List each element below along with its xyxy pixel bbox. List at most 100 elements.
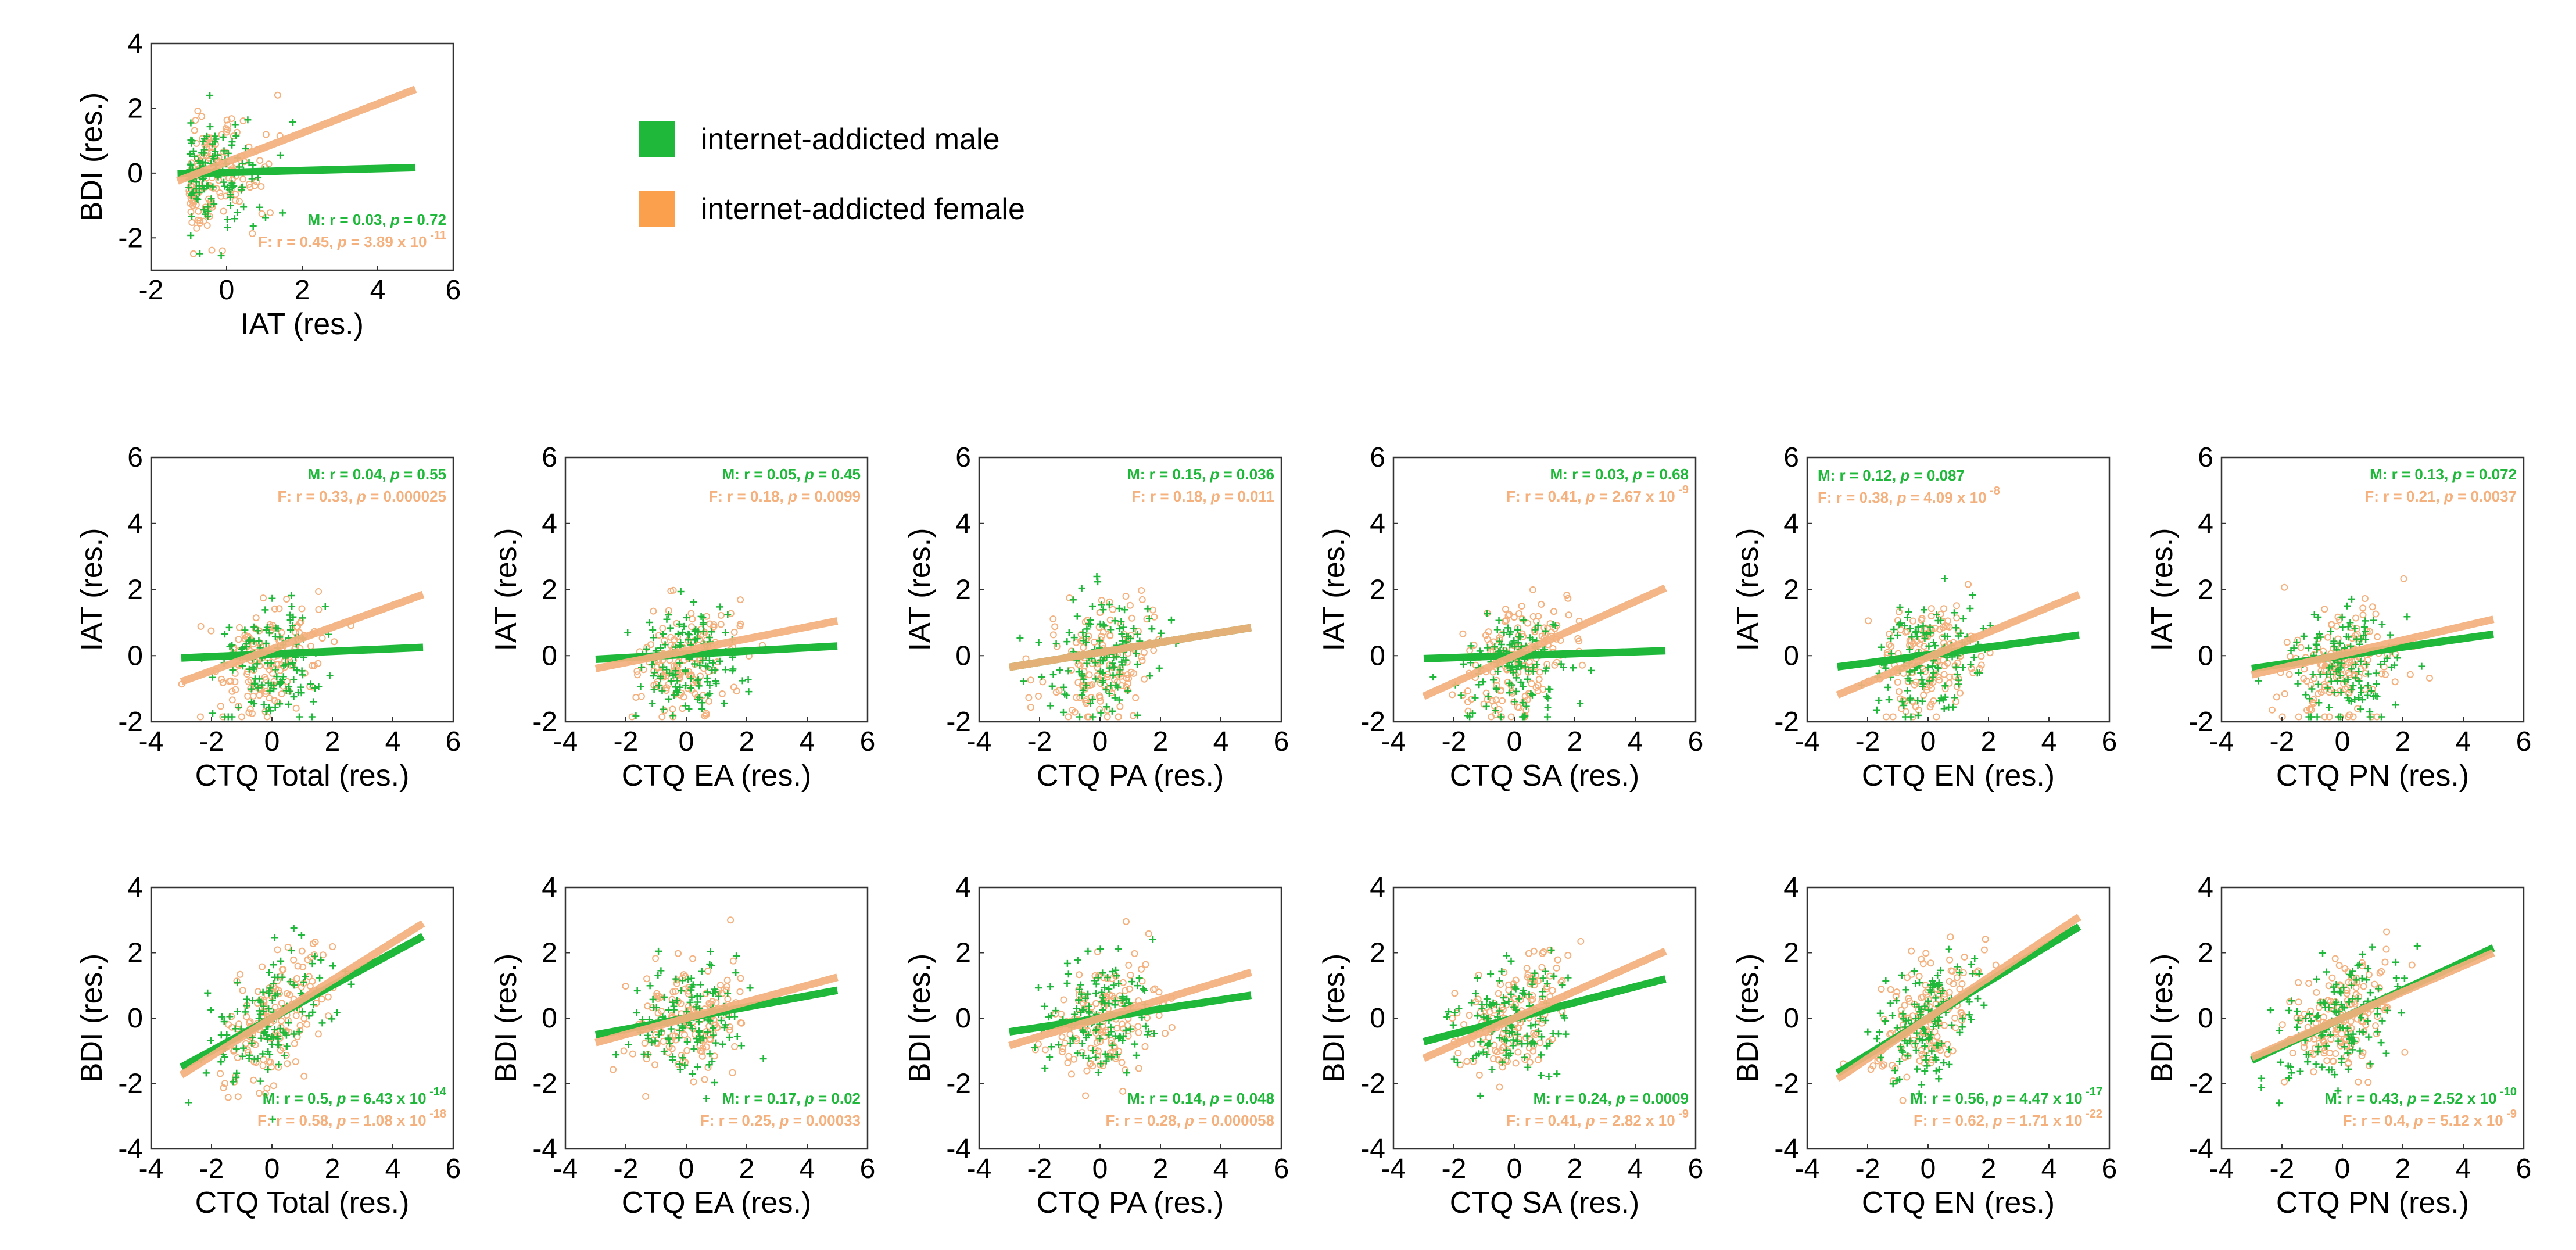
scatter-point-female <box>270 1082 277 1090</box>
scatter-point-male <box>195 157 202 165</box>
stat-male: M: r = 0.24, p = 0.0009 <box>1534 1090 1689 1107</box>
scatter-point-male <box>1904 687 1911 694</box>
scatter-point-male <box>693 993 701 1000</box>
scatter-point-female <box>703 1043 710 1051</box>
x-tick-label: -4 <box>139 726 164 757</box>
scatter-point-male <box>685 705 693 712</box>
y-tick-label: 4 <box>127 872 143 903</box>
scatter-point-male <box>2362 628 2369 635</box>
scatter-point-male <box>239 183 246 191</box>
scatter-point-male <box>625 1041 632 1048</box>
stat-prefix: M: r = 0.04, <box>308 465 390 483</box>
scatter-point-female <box>1089 1062 1097 1070</box>
stat-p: p <box>390 465 400 483</box>
scatter-point-female <box>258 210 266 217</box>
stat-prefix: F: r = 0.58, <box>257 1112 337 1129</box>
scatter-point-male <box>1539 975 1547 982</box>
stat-p: p <box>779 1112 789 1129</box>
scatter-point-male <box>1902 986 1909 994</box>
scatter-point-female <box>1946 623 1953 631</box>
scatter-point-male <box>655 682 662 689</box>
scatter-point-male <box>214 151 221 159</box>
scatter-point-male <box>1110 663 1118 671</box>
scatter-point-male <box>269 1115 276 1123</box>
regression-line-female <box>179 920 425 1079</box>
scatter-point-female <box>245 678 252 686</box>
stat-prefix: M: r = 0.5, <box>263 1090 337 1107</box>
scatter-point-male <box>1082 682 1090 689</box>
stat-value: = 0.0099 <box>797 488 861 505</box>
scatter-point-male <box>2338 613 2346 621</box>
scatter-point-female <box>2382 671 2389 678</box>
x-tick-label: -4 <box>1795 1154 1820 1184</box>
scatter-point-female <box>723 976 731 984</box>
x-tick-label: 6 <box>860 726 876 757</box>
stat-value: = 1.08 x 10 <box>346 1112 426 1129</box>
scatter-point-male <box>1457 692 1465 699</box>
scatter-point-female <box>1896 608 1903 615</box>
scatter-point-male <box>2316 630 2323 637</box>
stat-prefix: M: r = 0.24, <box>1534 1090 1616 1107</box>
scatter-point-female <box>2321 667 2328 674</box>
stat-prefix: M: r = 0.05, <box>722 465 805 483</box>
scatter-point-male <box>2312 1061 2320 1068</box>
stat-p: p <box>336 1090 346 1107</box>
scatter-point-male <box>1080 637 1087 644</box>
scatter-point-male <box>223 1031 231 1038</box>
scatter-point-female <box>1901 1001 1908 1009</box>
scatter-point-female <box>1507 713 1515 721</box>
scatter-point-female <box>2347 663 2355 671</box>
scatter-point-male <box>1116 696 1123 704</box>
scatter-point-male <box>250 623 258 631</box>
scatter-point-male <box>2308 1017 2315 1025</box>
scatter-point-male <box>1482 703 1490 710</box>
scatter-point-female <box>1065 713 1072 721</box>
scatter-point-male <box>2308 685 2316 693</box>
scatter-point-female <box>1903 1073 1911 1081</box>
y-tick-label: 2 <box>1783 575 1799 606</box>
scatter-point-female <box>2349 713 2357 721</box>
scatter-point-male <box>2369 943 2376 951</box>
scatter-point-female <box>217 1070 224 1077</box>
scatter-point-female <box>192 117 199 124</box>
scatter-point-female <box>2426 675 2433 682</box>
x-tick-label: -2 <box>2270 726 2295 757</box>
scatter-point-female <box>727 610 735 617</box>
scatter-point-male <box>654 972 662 979</box>
scatter-point-male <box>1506 641 1514 649</box>
scatter-point-male <box>1469 1055 1477 1062</box>
scatter-point-male <box>206 123 214 130</box>
scatter-point-male <box>1095 1069 1102 1076</box>
scatter-point-male <box>1099 606 1107 614</box>
scatter-point-male <box>225 624 233 631</box>
scatter-point-female <box>329 943 336 950</box>
y-tick-label: -2 <box>946 707 971 737</box>
scatter-point-female <box>1496 1083 1503 1091</box>
scatter-point-female <box>1535 1056 1542 1063</box>
x-tick-label: 2 <box>739 1154 755 1184</box>
scatter-point-male <box>2348 595 2355 603</box>
scatter-point-male <box>1562 1030 1570 1038</box>
scatter-point-male <box>1520 616 1528 624</box>
scatter-point-female <box>324 993 332 1001</box>
x-tick-label: 0 <box>2335 1154 2351 1184</box>
x-tick-label: -2 <box>1027 726 1052 757</box>
y-tick-label: -2 <box>1774 707 1799 737</box>
scatter-point-male <box>217 252 225 259</box>
scatter-point-male <box>1921 635 1929 642</box>
scatter-point-male <box>1906 646 1914 653</box>
scatter-point-male <box>657 967 665 975</box>
scatter-point-female <box>1119 1087 1127 1095</box>
scatter-point-female <box>701 1076 708 1083</box>
y-tick-label: -2 <box>1774 1069 1799 1099</box>
scatter-point-female <box>683 1047 691 1054</box>
scatter-point-male <box>2324 684 2332 692</box>
y-tick-label: -2 <box>2188 707 2213 737</box>
regression-line-female <box>2251 615 2495 679</box>
stat-female: F: r = 0.62, p = 1.71 x 10 -22 <box>1914 1108 2102 1129</box>
scatter-point-female <box>1538 1019 1546 1027</box>
scatter-point-male <box>2321 1004 2329 1011</box>
scatter-point-male <box>1515 633 1522 640</box>
scatter-point-male <box>1477 1092 1484 1099</box>
scatter-point-male <box>1134 661 1141 668</box>
